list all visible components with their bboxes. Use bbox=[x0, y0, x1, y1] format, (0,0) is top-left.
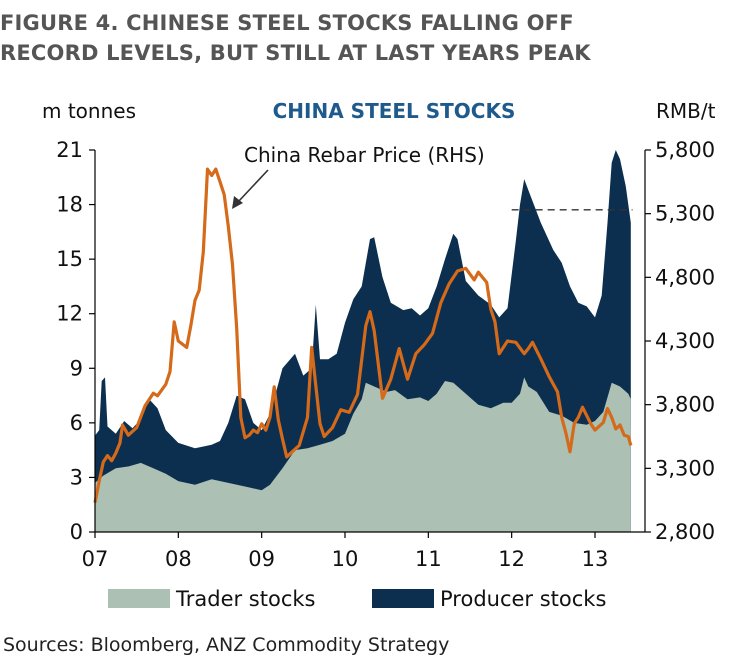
plot-area bbox=[93, 150, 633, 532]
y-right-tick-label: 3,300 bbox=[655, 456, 715, 480]
right-axis-unit: RMB/t bbox=[656, 99, 716, 123]
figure-title: FIGURE 4. CHINESE STEEL STOCKS FALLING O… bbox=[0, 8, 736, 68]
x-tick-label: 10 bbox=[332, 547, 359, 571]
y-right-tick-label: 5,800 bbox=[655, 138, 715, 162]
y-left-tick-label: 0 bbox=[70, 520, 83, 544]
y-left-tick-label: 6 bbox=[70, 411, 83, 435]
y-right-tick-label: 3,800 bbox=[655, 393, 715, 417]
legend-label-producer: Producer stocks bbox=[440, 587, 606, 611]
x-tick-label: 13 bbox=[582, 547, 609, 571]
legend: Trader stocks Producer stocks bbox=[108, 587, 606, 611]
y-right-tick-label: 5,300 bbox=[655, 202, 715, 226]
source-note: Sources: Bloomberg, ANZ Commodity Strate… bbox=[3, 634, 450, 656]
y-left-tick-label: 12 bbox=[56, 302, 83, 326]
rebar-annotation-label: China Rebar Price (RHS) bbox=[244, 143, 485, 167]
legend-swatch-trader bbox=[108, 589, 170, 608]
y-right-tick-label: 4,300 bbox=[655, 329, 715, 353]
x-tick-label: 12 bbox=[498, 547, 525, 571]
y-left-tick-label: 15 bbox=[56, 247, 83, 271]
rebar-annotation-arrow-head bbox=[232, 196, 243, 209]
legend-label-trader: Trader stocks bbox=[175, 587, 315, 611]
y-right-tick-label: 4,800 bbox=[655, 265, 715, 289]
legend-swatch-producer bbox=[372, 589, 434, 608]
y-right-tick-label: 2,800 bbox=[655, 520, 715, 544]
x-tick-label: 09 bbox=[248, 547, 275, 571]
chart-title: CHINA STEEL STOCKS bbox=[273, 99, 516, 123]
figure-title-line-2: RECORD LEVELS, BUT STILL AT LAST YEARS P… bbox=[0, 41, 591, 65]
series-area-trader-stocks bbox=[95, 377, 631, 532]
y-left-tick-label: 9 bbox=[70, 356, 83, 380]
x-tick-label: 08 bbox=[165, 547, 192, 571]
tick-labels: 0 3 6 9 12 15 18 21 2,800 3,300 3,800 4,300 4,800 5,3… bbox=[56, 138, 715, 571]
figure-title-line-1: FIGURE 4. CHINESE STEEL STOCKS FALLING O… bbox=[0, 11, 574, 35]
y-left-tick-label: 3 bbox=[70, 465, 83, 489]
rebar-annotation-arrow-line bbox=[237, 169, 269, 203]
x-tick-label: 07 bbox=[82, 547, 109, 571]
y-left-tick-label: 18 bbox=[56, 193, 83, 217]
y-left-tick-label: 21 bbox=[56, 138, 83, 162]
series-line-rebar-price bbox=[93, 167, 633, 504]
left-axis-unit: m tonnes bbox=[42, 99, 136, 123]
x-tick-label: 11 bbox=[415, 547, 442, 571]
